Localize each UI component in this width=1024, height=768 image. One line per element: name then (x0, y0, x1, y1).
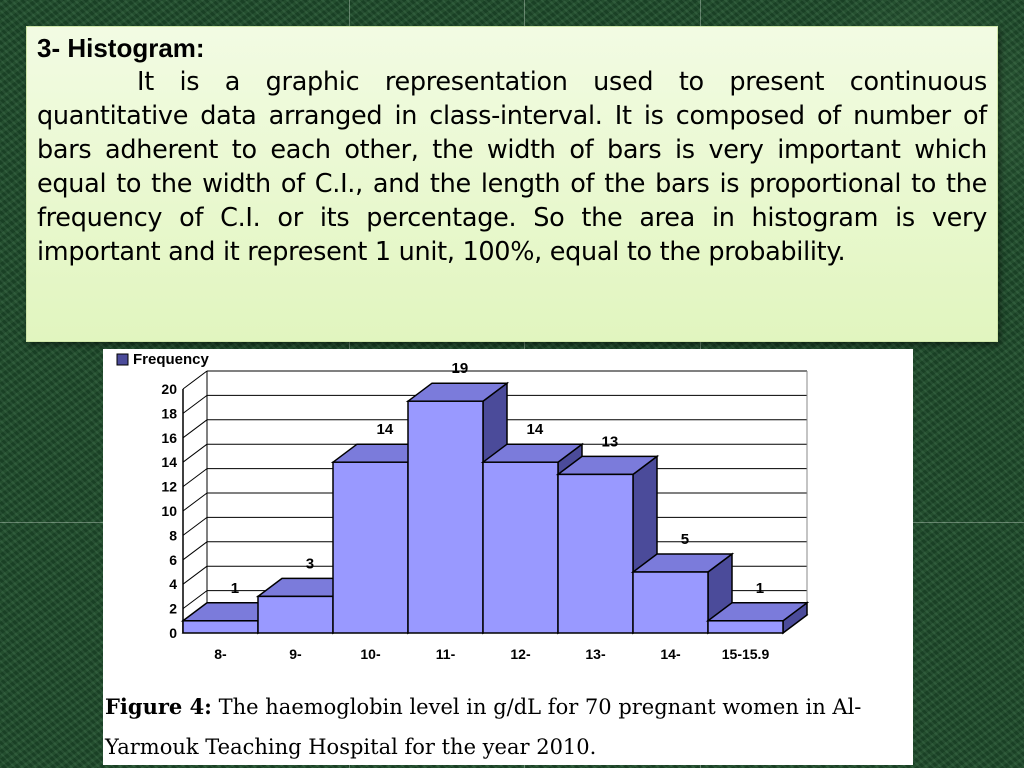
data-label: 5 (681, 531, 689, 548)
data-label: 14 (527, 421, 544, 438)
legend-label: Frequency (133, 351, 210, 368)
caption-line-1: The haemoglobin level in g/dL for 70 pre… (218, 695, 862, 719)
data-label: 13 (602, 433, 619, 450)
data-label: 3 (306, 555, 314, 572)
data-label: 19 (452, 360, 469, 377)
histogram-figure: 0 2 4 6 8 10 12 14 16 18 20 1 8- 3 9- 14 10- 19 11- 14 12- 13… (103, 349, 913, 765)
histogram-bar (557, 473, 634, 634)
x-tick-label: 15-15.9 (722, 646, 770, 662)
caption-label: Figure 4: (105, 694, 212, 719)
histogram-chart: 0 2 4 6 8 10 12 14 16 18 20 1 8- 3 9- 14 10- 19 11- 14 12- 13… (116, 351, 810, 662)
text-panel: 3- Histogram: It is a graphic representa… (26, 26, 998, 342)
figure-caption: Figure 4: The haemoglobin level in g/dL … (105, 687, 913, 767)
gridline-depth (182, 541, 208, 561)
y-tick-label: 12 (161, 479, 177, 495)
histogram-bar (707, 620, 784, 634)
y-tick-label: 14 (161, 454, 177, 470)
x-tick-label: 8- (214, 646, 227, 662)
gridline-depth (182, 419, 208, 439)
y-tick-label: 18 (161, 405, 177, 421)
legend-swatch (116, 353, 129, 366)
y-tick-label: 16 (161, 430, 177, 446)
histogram-bar (257, 595, 334, 634)
gridline-depth (182, 395, 208, 414)
y-tick-label: 0 (169, 625, 177, 641)
data-label: 1 (231, 580, 239, 597)
y-tick-label: 10 (161, 503, 177, 519)
y-tick-label: 20 (161, 381, 177, 397)
histogram-bar (332, 461, 409, 634)
x-tick-label: 14- (660, 646, 681, 662)
gridline-depth (182, 443, 208, 463)
histogram-bar (632, 571, 709, 634)
slide-body-text: It is a graphic representation used to p… (37, 67, 987, 267)
x-tick-label: 10- (360, 646, 381, 662)
gridline-depth (182, 492, 208, 512)
gridline-depth (182, 590, 208, 610)
histogram-bar (182, 620, 259, 634)
caption-line-2: Yarmouk Teaching Hospital for the year 2… (105, 735, 597, 759)
histogram-bar (407, 400, 484, 634)
data-label: 1 (756, 580, 764, 597)
x-tick-label: 13- (585, 646, 606, 662)
gridline-depth (182, 468, 208, 488)
y-tick-label: 2 (169, 601, 177, 617)
histogram-bar (482, 461, 559, 634)
x-tick-label: 9- (289, 646, 302, 662)
y-tick-label: 6 (169, 552, 177, 568)
x-tick-label: 11- (436, 646, 456, 662)
y-tick-label: 4 (169, 576, 177, 592)
gridline-depth (182, 516, 208, 536)
x-tick-label: 12- (510, 646, 531, 662)
y-tick-label: 8 (169, 527, 177, 543)
gridline-depth (182, 565, 208, 585)
slide-heading: 3- Histogram: (37, 33, 205, 63)
data-label: 14 (377, 421, 394, 438)
gridline-depth (182, 370, 208, 390)
